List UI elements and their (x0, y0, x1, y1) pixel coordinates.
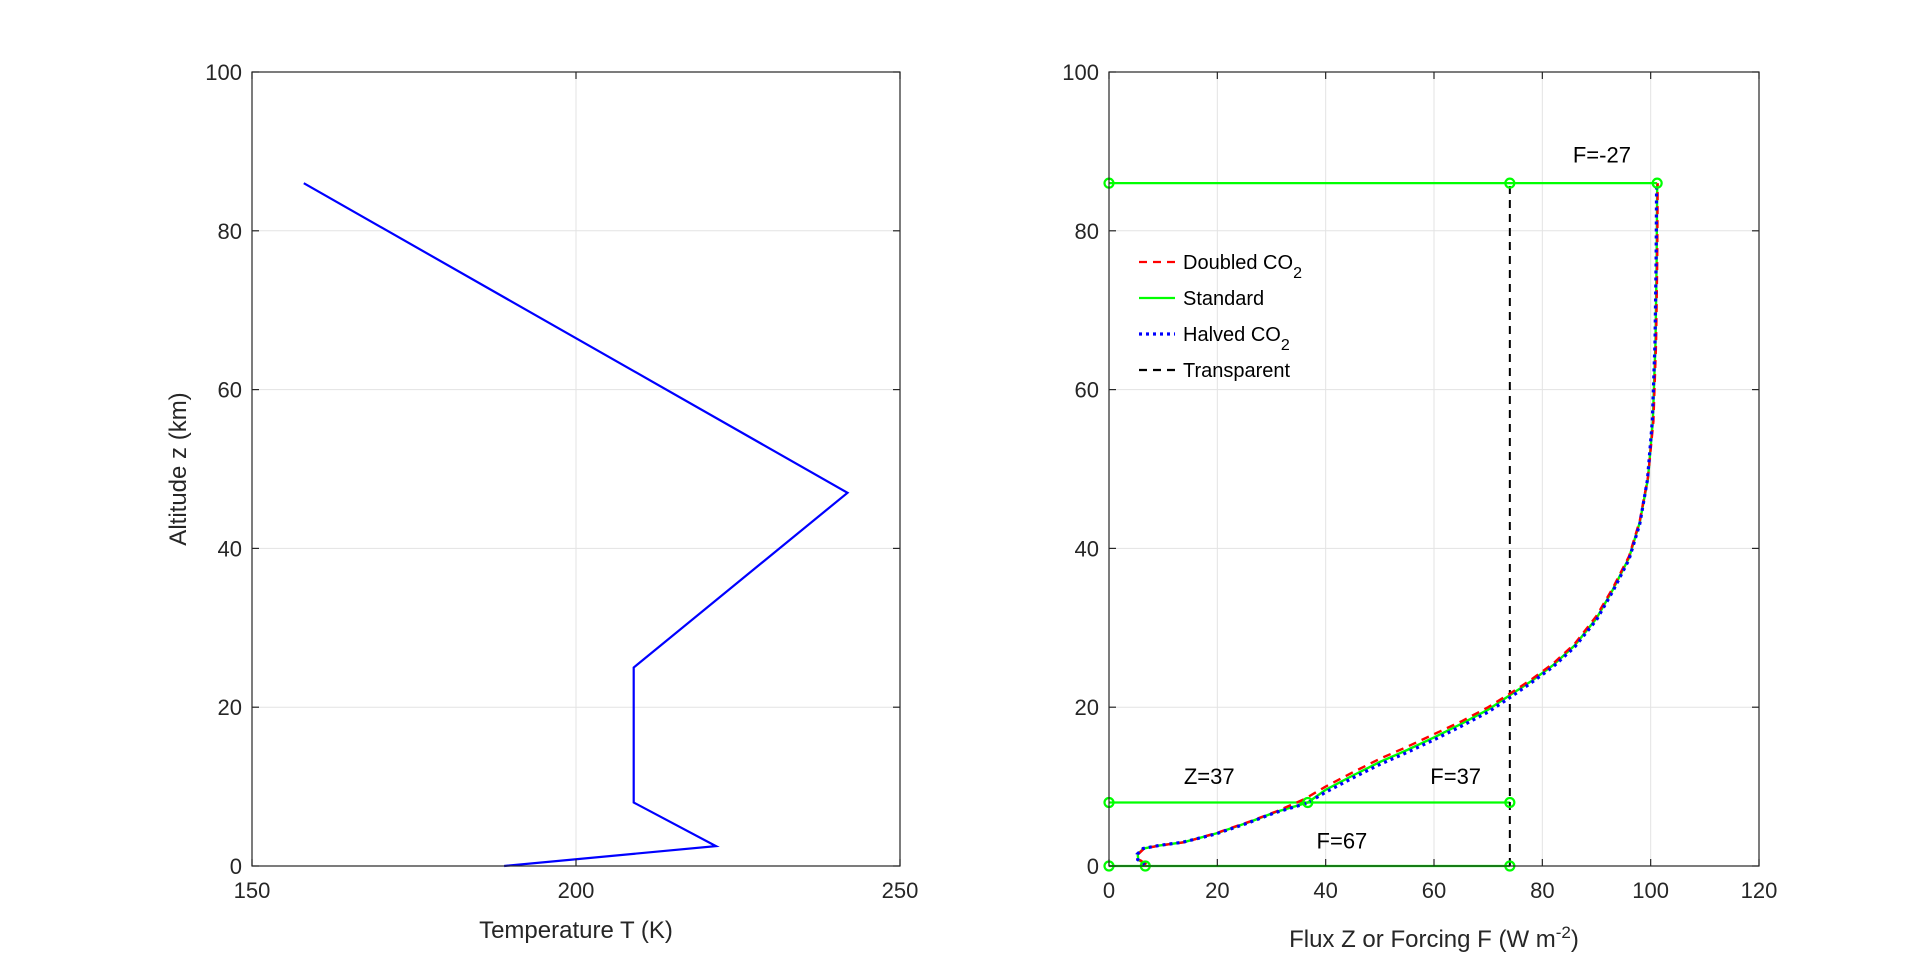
forcing-marker-point (1504, 177, 1516, 189)
annotations: F=-27 F=37 F=67 Z=37 (1184, 143, 1631, 854)
left-x-axis-label: Temperature T (K) (479, 917, 673, 944)
y-tick-label: 60 (218, 378, 242, 403)
left-grid (252, 72, 900, 866)
x-tick-label: 200 (558, 878, 595, 903)
legend-label-main: Halved CO (1183, 324, 1281, 346)
flux-curve-halved-co2 (1135, 183, 1659, 866)
y-tick-label: 40 (1075, 536, 1099, 561)
y-tick-label: 20 (218, 695, 242, 720)
forcing-marker-point (1651, 177, 1663, 189)
x-tick-label: 250 (882, 878, 919, 903)
legend-label: Doubled CO2 (1183, 252, 1302, 282)
forcing-label: F=37 (1430, 764, 1481, 789)
forcing-marker-point (1302, 796, 1314, 809)
legend-label-subscript: 2 (1281, 337, 1290, 354)
right-x-axis-label: Flux Z or Forcing F (W m-2) (1289, 923, 1579, 953)
left-y-axis-label: Altitude z (km) (165, 392, 192, 545)
x-tick-label: 80 (1530, 878, 1554, 903)
right-ticks: 0 20 40 60 80 100 120 0 20 40 60 80 100 (1062, 60, 1777, 903)
legend-label-main: Doubled CO (1183, 252, 1293, 274)
left-lines (303, 182, 850, 868)
right-x-axis-label-end: ) (1571, 926, 1579, 953)
forcing-marker-point (1504, 796, 1516, 809)
x-tick-label: 20 (1205, 878, 1229, 903)
y-tick-label: 40 (218, 536, 242, 561)
x-tick-label: 60 (1422, 878, 1446, 903)
y-tick-label: 80 (1075, 219, 1099, 244)
right-x-axis-label-main: Flux Z or Forcing F (W m (1289, 926, 1556, 953)
y-tick-label: 0 (230, 854, 242, 879)
right-x-axis-label-superscript: -2 (1556, 923, 1571, 942)
x-tick-label: 150 (234, 878, 271, 903)
legend-label: Halved CO2 (1183, 324, 1290, 354)
x-tick-label: 120 (1741, 878, 1778, 903)
right-grid (1109, 72, 1759, 866)
x-tick-label: 0 (1103, 878, 1115, 903)
legend-label: Transparent (1183, 360, 1291, 382)
forcing-label: F=67 (1317, 829, 1368, 854)
y-tick-label: 20 (1075, 695, 1099, 720)
left-ticks: 150 200 250 0 20 40 60 80 100 (205, 60, 918, 903)
flux-curve-doubled-co2 (1137, 183, 1659, 866)
flux-label: Z=37 (1184, 764, 1235, 789)
legend-label: Standard (1183, 288, 1264, 310)
legend-label-subscript: 2 (1293, 265, 1302, 282)
temperature-profile-line (303, 182, 850, 868)
x-tick-label: 40 (1313, 878, 1337, 903)
y-tick-label: 100 (1062, 60, 1099, 85)
legend-label-main: Transparent (1183, 360, 1291, 382)
x-tick-label: 100 (1632, 878, 1669, 903)
y-tick-label: 60 (1075, 378, 1099, 403)
y-tick-label: 80 (218, 219, 242, 244)
y-tick-label: 100 (205, 60, 242, 85)
legend-label-main: Standard (1183, 288, 1264, 310)
forcing-label: F=-27 (1573, 143, 1631, 168)
y-tick-label: 0 (1087, 854, 1099, 879)
